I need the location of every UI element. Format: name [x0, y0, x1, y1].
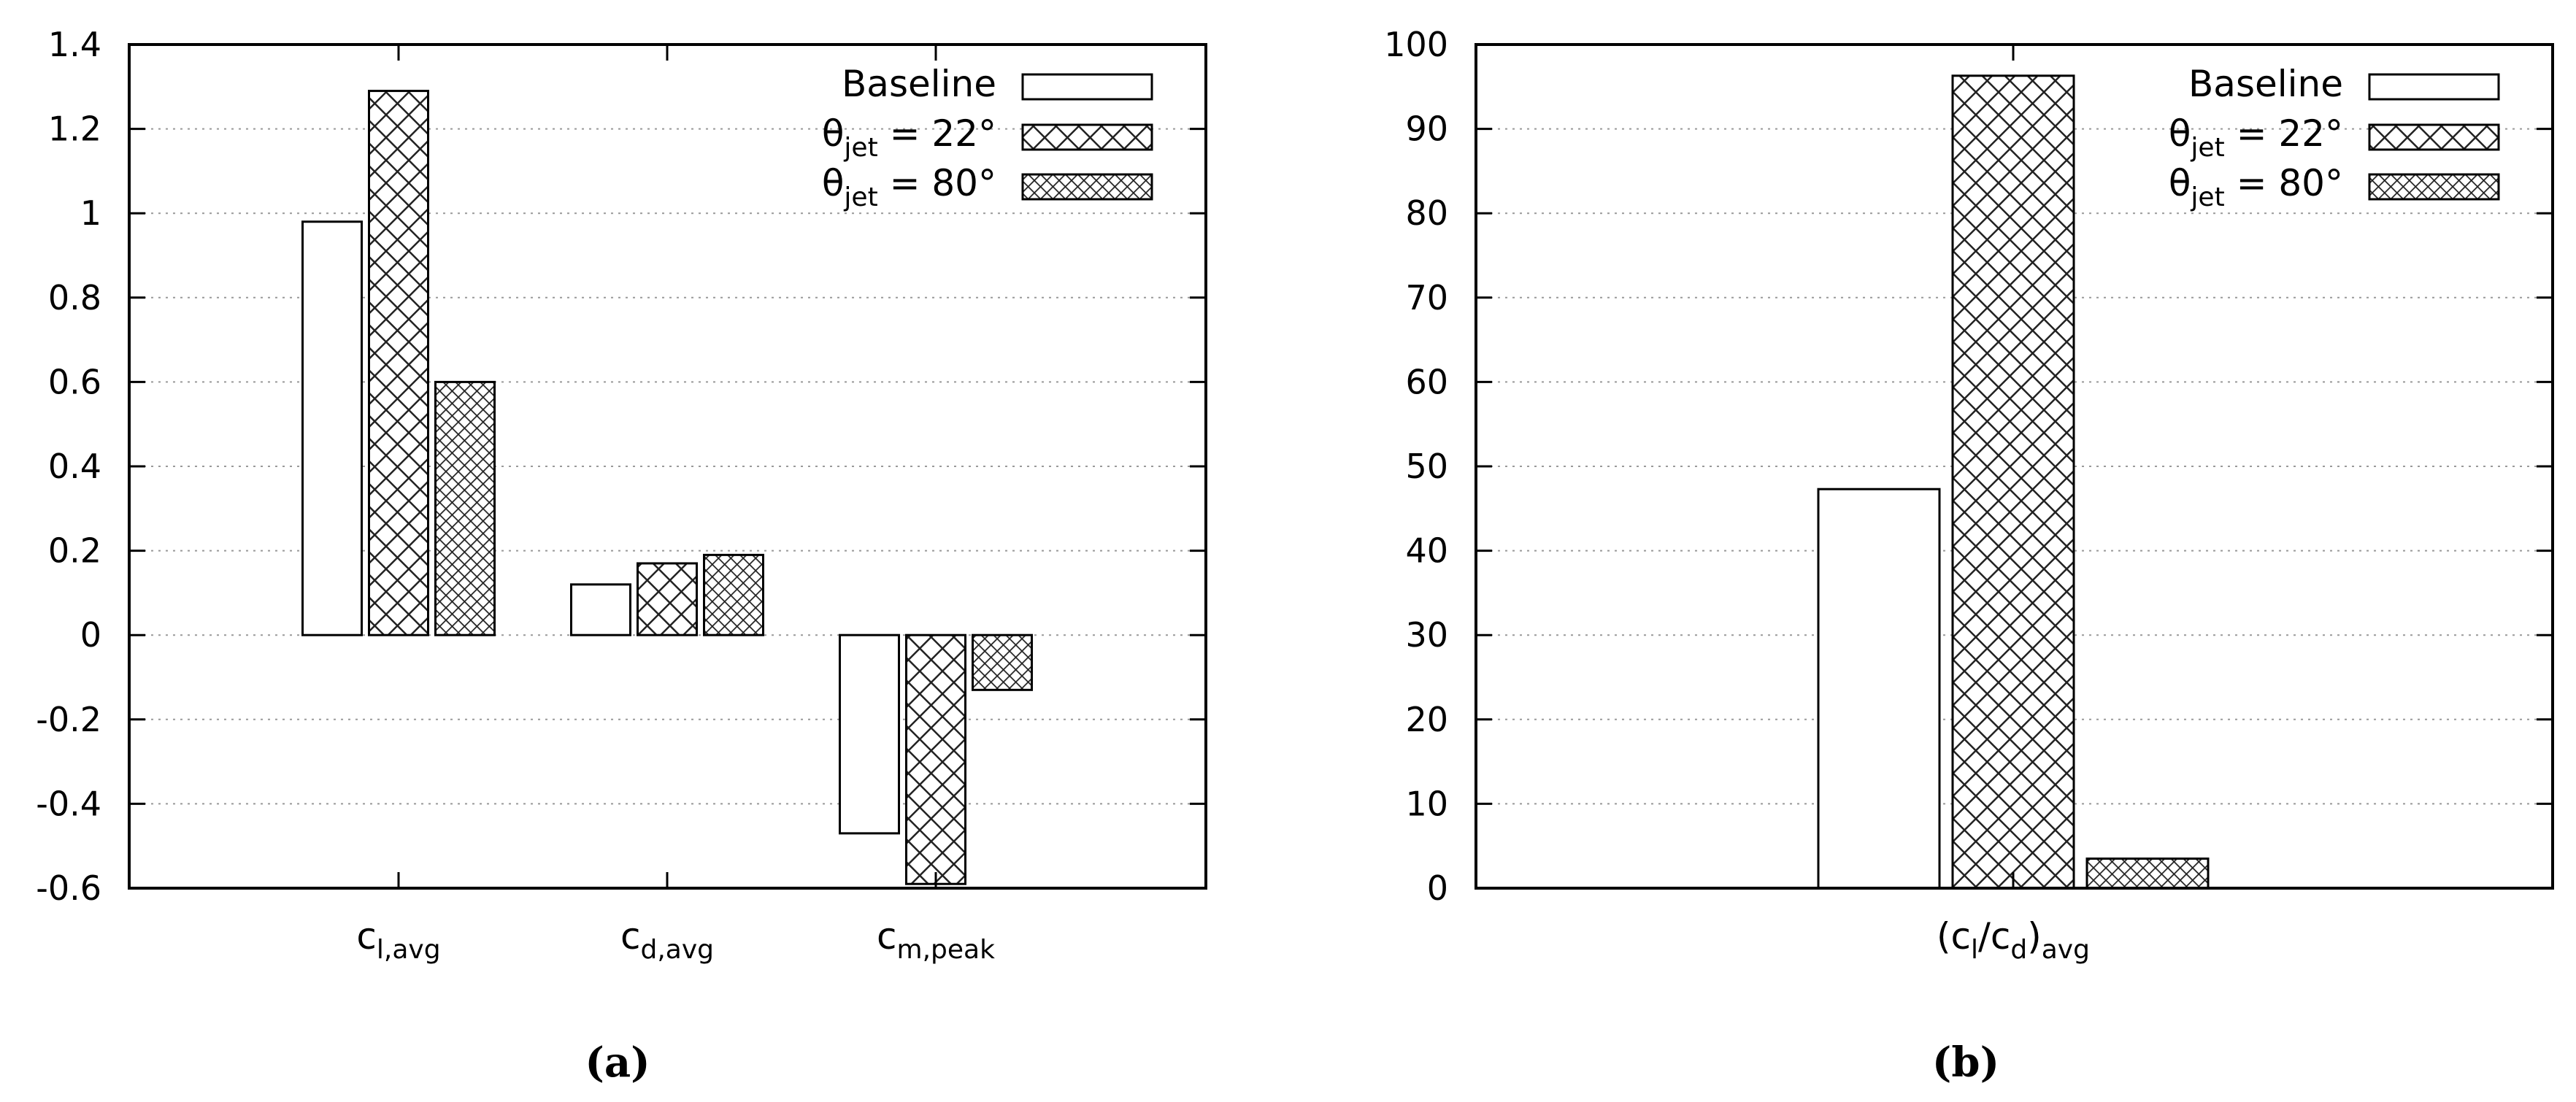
panel-a-y-tick-label: 0.6	[48, 362, 101, 401]
panel-a-bar-series1-cat0	[368, 90, 429, 636]
panel-a-category-label-0: cl,avg	[356, 915, 440, 965]
panel-a-chart: -0.6 -0.4 -0.2 0 0.2 0.4 0.6 0.8 1 1.2 1.4 cl,avg …	[36, 25, 1207, 1087]
panel-a-plot-frame	[128, 43, 1207, 890]
panel-a-y-tick-label: 0.4	[48, 447, 101, 486]
panel-b-category-label-0: (cl/cd)avg	[1937, 915, 2090, 965]
panel-b-legend-swatch-theta80	[2368, 173, 2500, 201]
panel-a-legend-label-theta22: θjet = 22°	[822, 112, 996, 163]
panel-a-bars	[301, 90, 1033, 885]
panel-b-legend-label-theta22: θjet = 22°	[2169, 112, 2343, 163]
panel-a-y-tick-label: 0.2	[48, 531, 101, 571]
panel-b-y-tick-label: 80	[1405, 193, 1448, 233]
panel-a-bar-series2-cat0	[434, 380, 496, 636]
panel-a-x-tick-labels: cl,avg cd,avg cm,peak	[356, 915, 995, 965]
panel-b-y-tick-label: 70	[1405, 278, 1448, 317]
panel-a-y-tick-label: 1.2	[48, 109, 101, 149]
panel-b-legend-label-baseline: Baseline	[2188, 63, 2343, 105]
panel-b-plot-frame	[1475, 43, 2554, 890]
panel-a-legend-swatch-baseline	[1021, 73, 1153, 101]
panel-a-bar-series2-cat2	[972, 633, 1033, 691]
panel-a-category-label-1: cd,avg	[620, 915, 714, 965]
panel-b-axes	[1475, 43, 2554, 890]
panel-b-legend: Baseline θjet = 22° θjet = 80°	[2169, 63, 2500, 212]
panel-a-legend-swatch-theta80	[1021, 173, 1153, 201]
panel-a-caption: (a)	[585, 1039, 650, 1087]
panel-a-axes	[128, 43, 1207, 890]
panel-a-legend-label-baseline: Baseline	[842, 63, 996, 105]
panel-a-y-tick-label: 0	[80, 615, 101, 655]
panel-a-bar-series0-cat0	[301, 220, 363, 636]
panel-b-y-tick-label: 100	[1384, 25, 1448, 64]
panel-b-legend-swatch-baseline	[2368, 73, 2500, 101]
panel-b-legend-swatch-theta22	[2368, 123, 2500, 151]
panel-a-legend-label-theta80: θjet = 80°	[822, 162, 996, 212]
panel-b-bar-series0-cat0	[1817, 488, 1941, 890]
panel-a-legend: Baseline θjet = 22° θjet = 80°	[822, 63, 1153, 212]
panel-a-legend-swatch-theta22	[1021, 123, 1153, 151]
panel-a-gridlines	[129, 128, 1206, 805]
panel-b-y-tick-label: 90	[1405, 109, 1448, 149]
panel-a-bar-series1-cat2	[905, 633, 966, 885]
panel-a-bar-series2-cat1	[703, 553, 764, 636]
panel-a-bar-series0-cat1	[570, 583, 631, 636]
panel-b-y-tick-label: 60	[1405, 362, 1448, 401]
panel-a-y-tick-label: -0.6	[36, 868, 101, 908]
panel-b-y-tick-label: 50	[1405, 447, 1448, 486]
panel-b-legend-label-theta80: θjet = 80°	[2169, 162, 2343, 212]
panel-a-y-tick-label: -0.2	[36, 700, 101, 739]
panel-b-y-tick-label: 30	[1405, 615, 1448, 655]
panel-a-y-tick-label: 1	[80, 193, 101, 233]
panel-a-y-tick-labels: -0.6 -0.4 -0.2 0 0.2 0.4 0.6 0.8 1 1.2 1.4	[36, 25, 101, 908]
panel-a-bar-series0-cat2	[839, 633, 900, 835]
panel-a-y-tick-label: -0.4	[36, 784, 101, 823]
panel-a-category-label-2: cm,peak	[877, 915, 995, 965]
panel-a-y-tick-label: 0.8	[48, 278, 101, 317]
panel-a-y-tick-label: 1.4	[48, 25, 101, 64]
panel-b-caption: (b)	[1932, 1039, 1999, 1087]
panel-b-bars	[1817, 74, 2210, 890]
panel-a-bar-series1-cat1	[637, 562, 698, 636]
panel-b-y-tick-label: 10	[1405, 784, 1448, 823]
panel-b-y-tick-label: 20	[1405, 700, 1448, 739]
panel-b-y-tick-label: 0	[1427, 868, 1448, 908]
panel-b-y-tick-label: 40	[1405, 531, 1448, 571]
panel-b-bar-series1-cat0	[1951, 74, 2075, 890]
panel-b-y-tick-labels: 0 10 20 30 40 50 60 70 80 90 100	[1384, 25, 1448, 908]
panel-b-chart: 0 10 20 30 40 50 60 70 80 90 100 (cl/cd)avg Baseli…	[1384, 25, 2554, 1087]
panel-b-x-tick-labels: (cl/cd)avg	[1937, 915, 2090, 965]
panel-b-bar-series2-cat0	[2085, 858, 2210, 890]
